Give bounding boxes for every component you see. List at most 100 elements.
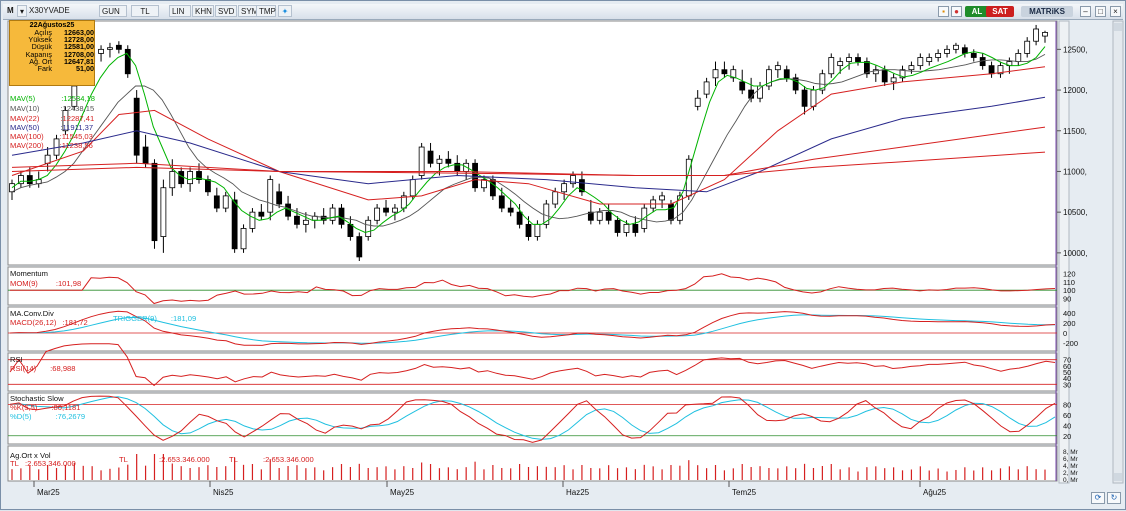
candle-body xyxy=(267,179,274,213)
volume-panel xyxy=(7,445,1058,482)
stoch-panel xyxy=(7,392,1058,445)
candle-body xyxy=(1033,28,1039,42)
candle-body xyxy=(481,179,487,189)
symbol-field[interactable]: X30YVADE xyxy=(29,6,70,15)
candle-body xyxy=(365,219,372,237)
candle-body xyxy=(231,199,238,250)
scroll-down-icon xyxy=(1114,473,1122,481)
period-button[interactable]: GUN xyxy=(99,5,127,17)
candle-body xyxy=(107,47,113,50)
macd-tick-label: 400 xyxy=(1063,309,1076,318)
ma50-line xyxy=(11,96,1046,193)
candle-body xyxy=(525,223,532,237)
rsi-tick-label: 40 xyxy=(1063,374,1071,383)
macd-tick-label: 200 xyxy=(1063,319,1076,328)
info-label: Yüksek xyxy=(28,35,52,45)
momentum-title: Momentum xyxy=(10,269,48,278)
info-row: Ağ. Ort 12647,81 xyxy=(10,58,94,65)
stoch-k-value: :80,1181 xyxy=(51,403,81,412)
candle-body xyxy=(392,207,398,213)
candle-body xyxy=(935,53,942,58)
candle-body xyxy=(347,223,354,237)
candle-body xyxy=(552,191,559,205)
candle-body xyxy=(9,183,15,193)
candle-body xyxy=(187,171,194,185)
candle-body xyxy=(579,179,585,193)
volume-unit-3: TL xyxy=(229,455,238,464)
ma10-line xyxy=(11,54,1046,227)
price-tick-label: 12500, xyxy=(1063,45,1087,54)
candle-body xyxy=(151,162,158,242)
info-value: 12708,00 xyxy=(64,49,94,59)
scale-khn-button[interactable]: KHN xyxy=(192,5,214,17)
buy-button[interactable]: AL xyxy=(965,6,989,17)
close-icon[interactable]: × xyxy=(1110,6,1121,17)
price-tick-label: 10000, xyxy=(1063,249,1087,258)
sync-icon[interactable]: ⟳ xyxy=(1091,492,1105,504)
scale-svd-button[interactable]: SVD xyxy=(215,5,237,17)
x-label-tem: Tem25 xyxy=(732,488,757,497)
candle-body xyxy=(890,77,897,83)
candle-body xyxy=(605,211,612,221)
rsi-tick-label: 60 xyxy=(1063,362,1071,371)
candle-body xyxy=(62,110,69,132)
stoch-k-line xyxy=(9,395,1056,443)
rsi-line xyxy=(9,343,1056,387)
ma-label: MAV(10) xyxy=(10,104,40,113)
candle-body xyxy=(178,171,185,185)
momentum-panel xyxy=(7,266,1058,306)
rsi-label: RSI(14) xyxy=(10,364,37,373)
lock-icon[interactable]: ▪ xyxy=(938,6,949,17)
scale-lin-button[interactable]: LIN xyxy=(169,5,191,17)
macd-trigger-line xyxy=(9,314,1055,344)
candle-body xyxy=(944,48,950,54)
candle-body xyxy=(498,195,505,209)
candle-body xyxy=(659,195,665,201)
candle-body xyxy=(899,69,906,79)
sell-button[interactable]: SAT xyxy=(986,6,1014,17)
candle-body xyxy=(970,53,977,58)
stoch-d-label: %D(5) xyxy=(10,412,32,421)
minimize-icon[interactable]: – xyxy=(1080,6,1091,17)
ma-value: :11545,03 xyxy=(59,132,93,141)
ma-value: :12287,41 xyxy=(60,114,95,123)
maximize-icon[interactable]: □ xyxy=(1095,6,1106,17)
macd-panel xyxy=(7,306,1058,352)
currency-button[interactable]: TL xyxy=(131,5,159,17)
volume-tick-label: 2, Mr xyxy=(1063,470,1079,477)
candle-body xyxy=(926,57,933,62)
candle-body xyxy=(863,61,870,75)
share-bird-icon[interactable]: ✦ xyxy=(278,5,292,17)
price-tick-label: 12000, xyxy=(1063,86,1087,95)
candle-body xyxy=(739,81,746,91)
candle-body xyxy=(115,44,122,50)
menu-button[interactable]: M xyxy=(7,6,14,15)
alarm-icon[interactable]: ● xyxy=(951,6,962,17)
candle-body xyxy=(953,44,959,50)
ma-value: :12438,15 xyxy=(60,104,95,113)
candle-body xyxy=(409,179,416,197)
candle-body xyxy=(356,236,363,258)
candle-body xyxy=(472,162,478,189)
stoch-tick-label: 80 xyxy=(1063,400,1071,409)
momentum-value: :101,98 xyxy=(55,279,82,288)
refresh-icon[interactable]: ↻ xyxy=(1107,492,1121,504)
candle-body xyxy=(276,191,283,205)
volume-unit-1: TL xyxy=(10,459,19,468)
candle-body xyxy=(507,207,514,213)
candle-body xyxy=(222,195,229,209)
ma5-line xyxy=(11,46,1046,234)
trigger-label: TRIGGER(9) xyxy=(113,314,157,323)
scale-tmp-button[interactable]: TMP xyxy=(256,5,276,17)
info-row: Fark 51,00 xyxy=(10,65,94,72)
candle-body xyxy=(124,48,131,75)
candle-body xyxy=(810,89,817,107)
candle-body xyxy=(872,69,879,75)
candle-body xyxy=(997,65,1004,75)
dropdown-icon[interactable]: ▾ xyxy=(17,5,27,17)
candle-body xyxy=(329,207,336,221)
stoch-k-label: %K(5,5) xyxy=(10,403,38,412)
candle-body xyxy=(908,65,915,71)
price-tick-label: 10500, xyxy=(1063,208,1087,217)
